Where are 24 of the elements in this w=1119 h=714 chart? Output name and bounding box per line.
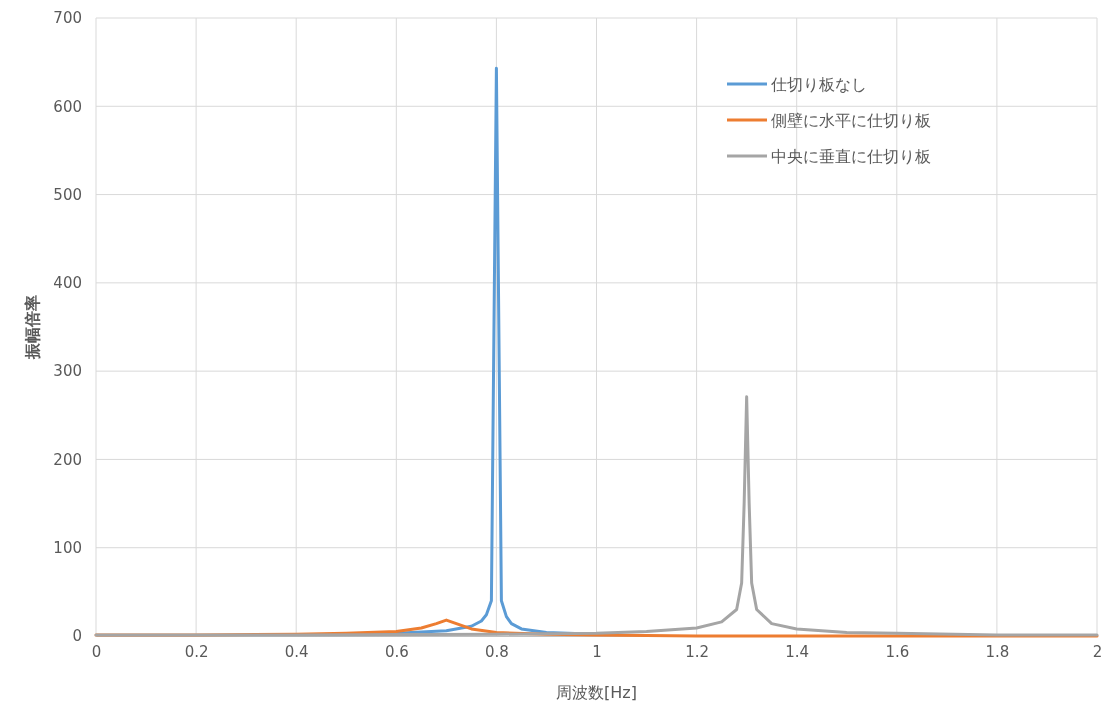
y-tick-label: 500	[53, 185, 82, 204]
x-tick-label: 1.4	[785, 642, 810, 661]
y-tick-label: 300	[53, 362, 82, 381]
y-tick-label: 0	[72, 627, 82, 646]
x-tick-label: 2	[1092, 642, 1103, 661]
x-tick-label: 0.4	[284, 642, 309, 661]
x-tick-label: 0.8	[484, 642, 509, 661]
y-tick-label: 200	[53, 450, 82, 469]
x-tick-label: 0.2	[184, 642, 209, 661]
x-tick-label: 0	[91, 642, 102, 661]
legend-label: 側壁に水平に仕切り板	[771, 111, 931, 130]
x-tick-label: 1.8	[985, 642, 1010, 661]
y-tick-label: 600	[53, 97, 82, 116]
x-tick-label: 0.6	[384, 642, 409, 661]
y-tick-label: 100	[53, 539, 82, 558]
y-tick-label: 700	[53, 9, 82, 28]
x-axis-title: 周波数[Hz]	[556, 683, 637, 702]
x-tick-label: 1.6	[885, 642, 910, 661]
legend-label: 中央に垂直に仕切り板	[771, 147, 931, 166]
y-tick-label: 400	[53, 274, 82, 293]
legend-label: 仕切り板なし	[770, 75, 867, 94]
y-axis-title: 振幅倍率	[23, 295, 42, 360]
x-tick-label: 1	[592, 642, 602, 661]
x-tick-label: 1.2	[685, 642, 710, 661]
